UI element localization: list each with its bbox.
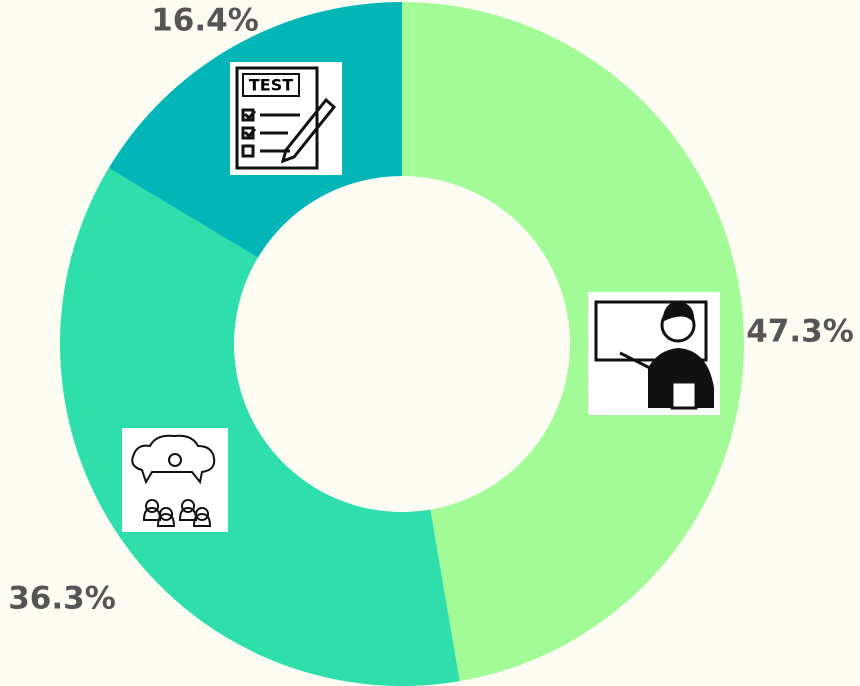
test-icon: TEST — [230, 62, 342, 175]
icon-board — [594, 300, 708, 362]
slice — [60, 168, 460, 686]
icon-text: TEST — [249, 76, 293, 95]
icon-arm — [619, 351, 651, 370]
icon-lines — [241, 108, 300, 158]
icon-bg — [122, 428, 228, 532]
icon-cloud — [131, 434, 216, 485]
icon-bulb — [168, 453, 182, 467]
value-label: 16.4% — [151, 3, 259, 39]
icon-book — [670, 380, 698, 410]
icon-box — [242, 73, 300, 97]
icon-people — [142, 499, 212, 527]
icon-pencil — [280, 97, 337, 164]
labels: 47.3% 36.3% 16.4% — [8, 3, 854, 617]
value-label: 47.3% — [746, 314, 854, 350]
teacher-icon — [588, 292, 720, 415]
value-label: 36.3% — [8, 581, 116, 617]
icon-hair — [662, 301, 695, 324]
icons: TEST — [122, 62, 720, 532]
slice — [402, 2, 744, 682]
group-icon — [122, 428, 228, 532]
icon-paper — [235, 66, 319, 170]
